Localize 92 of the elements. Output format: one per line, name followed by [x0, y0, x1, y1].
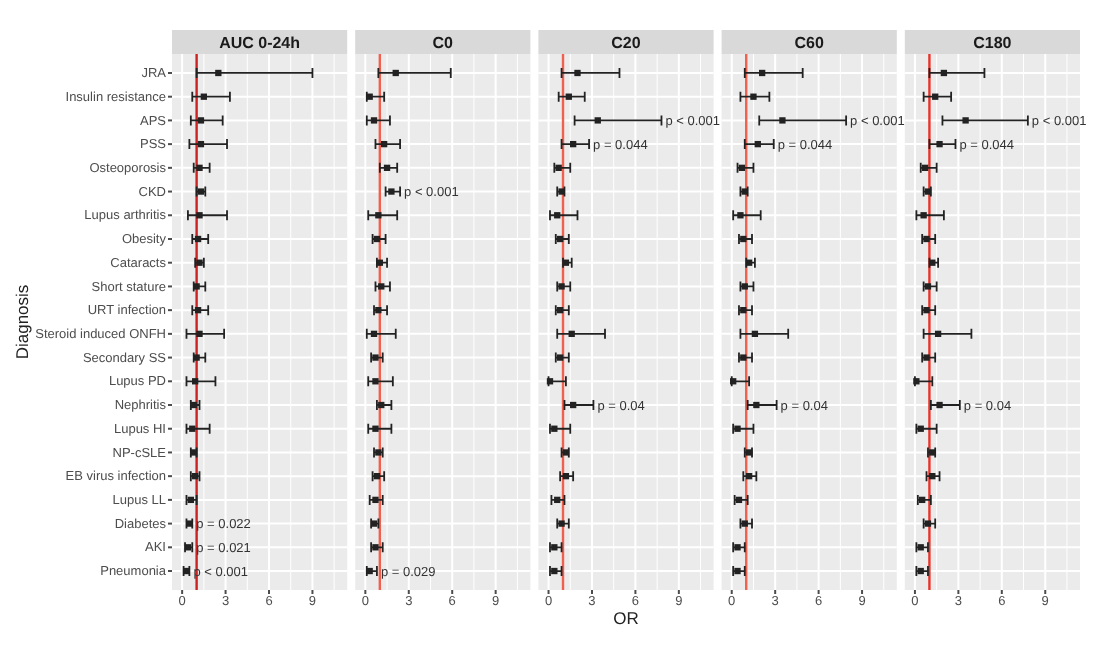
- chart-title: AUC 0-24h: [219, 34, 301, 52]
- point: [917, 544, 924, 551]
- point: [372, 544, 379, 551]
- point: [383, 164, 391, 171]
- point: [556, 306, 564, 314]
- point: [924, 520, 932, 527]
- point: [568, 330, 575, 338]
- x-axis-title: OR: [613, 608, 639, 628]
- point: [392, 69, 399, 77]
- point: [370, 330, 378, 338]
- point: [741, 520, 748, 527]
- point: [594, 117, 601, 124]
- point: [923, 306, 930, 314]
- point: [962, 117, 969, 124]
- point: [734, 567, 741, 575]
- point: [758, 69, 766, 77]
- point: [734, 425, 741, 432]
- point: [372, 425, 379, 432]
- point: [940, 69, 948, 77]
- point: [196, 212, 203, 219]
- chart-title: C180: [973, 34, 1013, 52]
- point: [740, 306, 747, 314]
- chart-title: C20: [611, 34, 642, 52]
- point: [919, 496, 926, 504]
- point: [196, 330, 203, 338]
- point: [753, 401, 760, 409]
- point: [378, 401, 385, 409]
- point: [936, 140, 943, 148]
- point: [740, 235, 747, 243]
- point: [735, 496, 743, 504]
- point: [751, 330, 759, 338]
- point: [370, 117, 378, 124]
- point: [923, 235, 930, 243]
- point: [197, 140, 205, 148]
- point: [200, 93, 208, 100]
- point: [556, 354, 564, 361]
- y-axis-title: Diagnosis: [12, 284, 32, 360]
- point: [737, 212, 744, 219]
- point: [730, 378, 737, 385]
- point: [388, 188, 395, 195]
- point: [551, 544, 558, 551]
- point: [934, 330, 942, 338]
- point: [920, 212, 927, 219]
- point: [924, 283, 932, 290]
- point: [917, 567, 924, 575]
- point: [378, 283, 385, 290]
- point: [192, 378, 199, 385]
- point: [375, 306, 382, 314]
- point: [574, 69, 581, 77]
- point: [381, 140, 388, 148]
- point: [189, 425, 196, 432]
- point: [558, 520, 565, 527]
- chart-title: C0: [432, 34, 455, 52]
- point: [754, 140, 761, 148]
- point: [932, 93, 939, 100]
- point: [197, 117, 205, 124]
- point: [551, 567, 558, 575]
- point: [551, 425, 558, 432]
- point: [569, 401, 577, 409]
- point: [375, 212, 382, 219]
- point: [741, 283, 748, 290]
- point: [750, 93, 757, 100]
- point: [779, 117, 786, 124]
- point: [196, 164, 203, 171]
- point: [569, 140, 577, 148]
- point: [917, 425, 924, 432]
- point: [558, 283, 565, 290]
- point: [565, 93, 572, 100]
- point: [194, 235, 202, 243]
- point: [194, 306, 202, 314]
- point: [215, 69, 222, 77]
- point: [366, 93, 373, 100]
- point: [738, 164, 746, 171]
- point: [936, 401, 943, 409]
- point: [913, 378, 920, 385]
- point: [372, 354, 379, 361]
- point: [372, 378, 379, 385]
- point: [734, 544, 741, 551]
- chart-title: C60: [794, 34, 825, 52]
- point: [556, 235, 564, 243]
- point: [923, 354, 930, 361]
- point: [193, 354, 200, 361]
- point: [193, 283, 200, 290]
- point: [921, 164, 929, 171]
- point: [740, 354, 747, 361]
- point: [554, 212, 561, 219]
- point: [373, 473, 381, 480]
- point: [366, 567, 373, 575]
- point: [546, 378, 554, 385]
- point: [376, 259, 383, 266]
- point: [555, 164, 562, 171]
- point: [373, 235, 381, 243]
